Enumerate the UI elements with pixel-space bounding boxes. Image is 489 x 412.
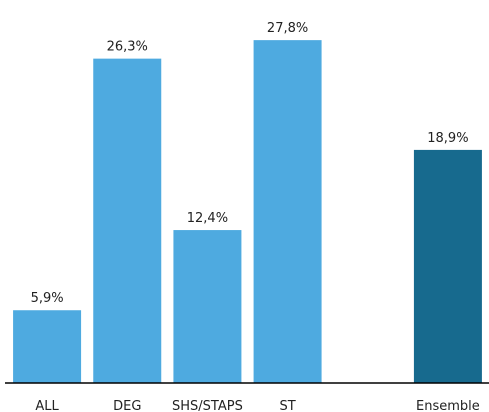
bar [413,149,482,383]
value-label: 27,8% [267,21,308,36]
bar [173,230,242,383]
value-label: 5,9% [31,291,64,306]
bar [253,40,322,384]
bar [93,58,162,384]
x-tick-label: SHS/STAPS [172,399,243,412]
value-label: 18,9% [427,131,468,146]
x-tick-label: ST [279,399,295,412]
x-tick-label: ALL [35,399,59,412]
value-label: 26,3% [107,40,148,55]
bar [13,310,82,383]
x-tick-label: DEG [113,399,141,412]
x-tick-label: Ensemble [416,399,480,412]
value-label: 12,4% [187,211,228,226]
